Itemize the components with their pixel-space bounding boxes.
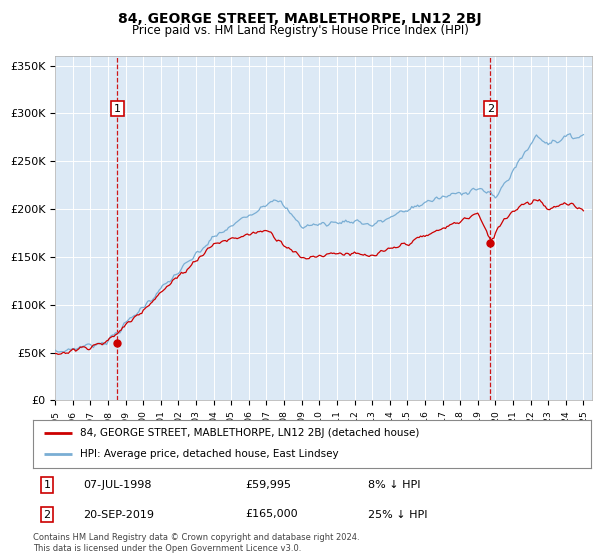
Text: 20-SEP-2019: 20-SEP-2019: [83, 510, 154, 520]
Text: Contains HM Land Registry data © Crown copyright and database right 2024.
This d: Contains HM Land Registry data © Crown c…: [33, 533, 359, 553]
Text: 8% ↓ HPI: 8% ↓ HPI: [368, 480, 421, 490]
Text: 07-JUL-1998: 07-JUL-1998: [83, 480, 152, 490]
Text: 1: 1: [43, 480, 50, 490]
Text: 84, GEORGE STREET, MABLETHORPE, LN12 2BJ: 84, GEORGE STREET, MABLETHORPE, LN12 2BJ: [118, 12, 482, 26]
Text: 25% ↓ HPI: 25% ↓ HPI: [368, 510, 427, 520]
Text: £59,995: £59,995: [245, 480, 291, 490]
Text: Price paid vs. HM Land Registry's House Price Index (HPI): Price paid vs. HM Land Registry's House …: [131, 24, 469, 36]
Text: HPI: Average price, detached house, East Lindsey: HPI: Average price, detached house, East…: [80, 449, 339, 459]
Text: 84, GEORGE STREET, MABLETHORPE, LN12 2BJ (detached house): 84, GEORGE STREET, MABLETHORPE, LN12 2BJ…: [80, 428, 420, 438]
Text: £165,000: £165,000: [245, 510, 298, 520]
Text: 1: 1: [114, 104, 121, 114]
Text: 2: 2: [487, 104, 494, 114]
Text: 2: 2: [43, 510, 50, 520]
